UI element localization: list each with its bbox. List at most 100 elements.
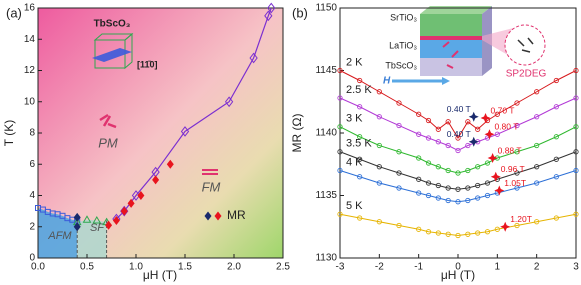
marker	[416, 155, 422, 161]
marker	[475, 164, 481, 170]
inset-label: LaTiO₃	[389, 40, 417, 50]
x-tick-label: 1.0	[129, 262, 143, 273]
marker	[534, 114, 540, 120]
marker	[455, 199, 461, 205]
fit-line	[339, 213, 577, 237]
marker	[224, 96, 234, 108]
marker	[376, 89, 382, 95]
series-label: 2 K	[346, 56, 363, 68]
marker	[396, 122, 402, 129]
marker	[475, 195, 481, 201]
marker	[105, 220, 113, 230]
marker	[465, 231, 471, 237]
annotation-label: 1.05T	[504, 178, 526, 188]
legend-label: MR	[227, 208, 246, 222]
marker	[553, 77, 559, 84]
marker	[465, 185, 471, 191]
annotation-marker	[484, 129, 495, 140]
annotation-label: 0.96 T	[501, 164, 525, 174]
y-tick-label: 0	[29, 253, 35, 264]
marker	[553, 156, 559, 162]
y-tick-label: 10	[24, 96, 36, 107]
marker	[455, 147, 461, 154]
marker	[376, 164, 382, 170]
annotation-label: 1.20T	[510, 214, 532, 224]
marker	[425, 117, 432, 124]
x-tick-label: -2	[375, 262, 384, 273]
marker	[465, 142, 471, 149]
y-tick-label: 1130	[315, 253, 337, 264]
marker	[416, 226, 422, 232]
series-label: 2.5 K	[346, 84, 372, 96]
phase-label: SF	[90, 222, 105, 234]
annotation-label: 0.40 T	[447, 129, 471, 139]
marker	[112, 215, 120, 226]
marker	[435, 164, 441, 170]
inset-label: SrTiO₃	[390, 12, 417, 22]
marker	[553, 104, 559, 110]
marker	[475, 126, 481, 132]
marker	[357, 215, 363, 221]
legend-marker	[204, 211, 212, 221]
crystal-icon	[92, 32, 134, 70]
marker	[534, 219, 540, 225]
x-tick-label: -3	[336, 262, 345, 273]
x-tick-label: 1	[495, 262, 501, 273]
y-tick-label: 1140	[315, 128, 337, 139]
marker	[152, 175, 160, 185]
marker	[445, 197, 451, 204]
marker	[445, 167, 451, 174]
y-tick-label: 4	[29, 190, 35, 201]
marker	[435, 139, 441, 145]
marker	[494, 111, 500, 117]
marker	[376, 219, 382, 225]
annotation-label: 0.88 T	[498, 145, 522, 155]
marker	[396, 100, 402, 106]
y-tick-label: 12	[24, 65, 36, 76]
fit-line	[339, 170, 577, 203]
marker	[573, 95, 579, 101]
x-tick-label: 2.0	[227, 262, 241, 273]
marker	[416, 176, 422, 182]
phase-label: FM	[202, 179, 221, 194]
x-tick-label: 1.5	[178, 262, 192, 273]
annotation-marker	[490, 171, 501, 182]
marker	[534, 142, 540, 149]
marker	[396, 170, 402, 176]
boundary-line	[115, 7, 272, 220]
marker	[514, 170, 520, 176]
y-tick-label: 1145	[315, 65, 337, 76]
inset-label: SP2DEG	[506, 69, 547, 80]
marker	[73, 222, 81, 232]
x-tick-label: 0	[455, 262, 461, 273]
marker	[396, 149, 402, 155]
marker	[484, 160, 491, 166]
series-label: 5 K	[346, 200, 363, 212]
marker	[82, 215, 92, 223]
y-axis-label: MR (Ω)	[290, 114, 304, 153]
marker	[455, 186, 461, 192]
marker	[573, 124, 579, 130]
fit-line	[339, 97, 577, 152]
y-axis-label: T (K)	[2, 120, 16, 146]
annotation-marker	[480, 113, 491, 123]
marker	[494, 226, 500, 232]
marker	[534, 164, 540, 170]
annotation-label: 0.40 T	[447, 104, 471, 114]
annotation-marker	[500, 221, 511, 232]
y-tick-label: 1150	[315, 3, 337, 14]
marker	[514, 100, 520, 106]
marker	[180, 126, 190, 137]
marker	[376, 180, 382, 186]
marker	[534, 89, 540, 95]
marker	[445, 142, 451, 149]
marker	[425, 180, 432, 186]
marker	[465, 167, 471, 174]
marker	[357, 134, 363, 140]
marker	[475, 182, 481, 189]
marker	[553, 215, 559, 221]
marker	[376, 114, 382, 120]
marker	[514, 185, 520, 191]
annotation-marker	[468, 136, 479, 147]
